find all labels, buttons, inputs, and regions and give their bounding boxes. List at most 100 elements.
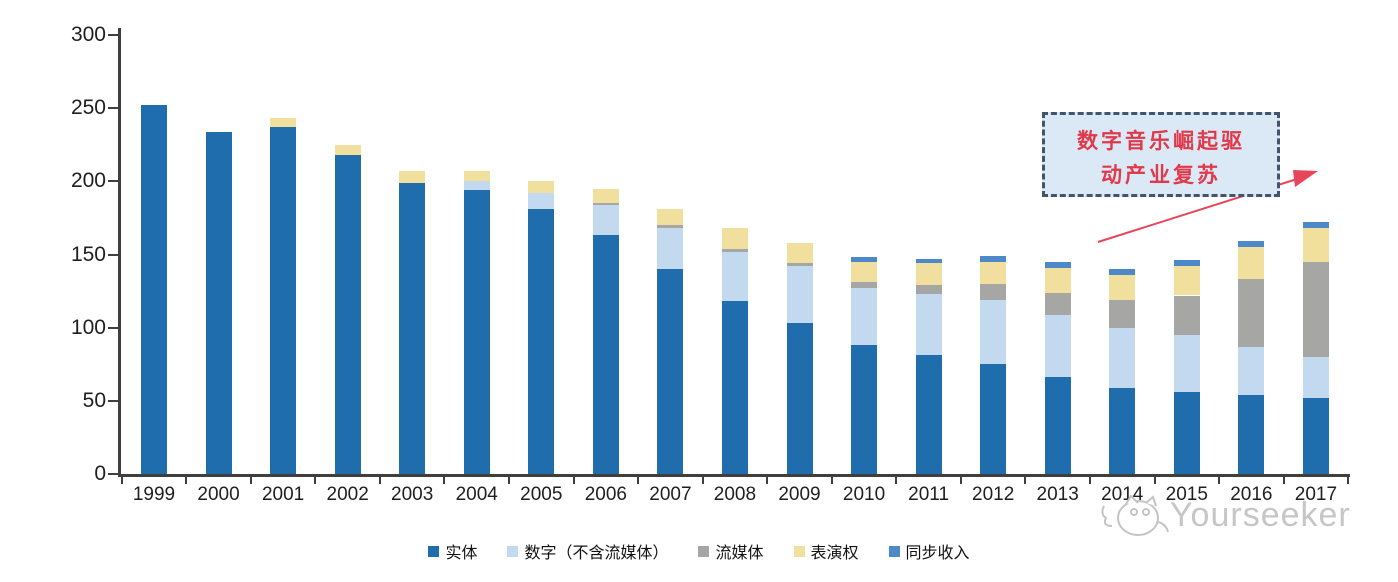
- chart-legend: 实体 数字（不含流媒体） 流媒体 表演权 同步收入: [0, 539, 1398, 563]
- bar-segment-2004-3: [463, 171, 490, 182]
- x-axis-tick: [1024, 477, 1027, 484]
- bar-segment-2013-4: [1044, 261, 1071, 268]
- x-axis-tick: [1088, 477, 1091, 484]
- x-axis-label: 2010: [842, 484, 886, 505]
- bar-segment-2012-2: [980, 283, 1007, 300]
- bar-segment-2006-3: [592, 188, 619, 204]
- bar-segment-2011-4: [915, 258, 942, 264]
- x-axis-label: 2002: [326, 484, 369, 505]
- bar-segment-2005-1: [528, 193, 555, 210]
- bar-segment-1999-0: [141, 105, 167, 474]
- bar-segment-2013-1: [1044, 314, 1071, 378]
- x-axis-tick: [766, 477, 769, 484]
- legend-item: 表演权: [793, 539, 859, 563]
- bar-segment-2015-1: [1173, 335, 1200, 393]
- annotation-line-1: 数字音乐崛起驱: [1077, 130, 1245, 153]
- x-axis-label: 2001: [261, 484, 305, 505]
- y-axis-label: 300: [70, 23, 106, 46]
- x-axis-tick: [508, 477, 511, 484]
- x-axis-label: 2003: [391, 484, 434, 505]
- bar-segment-2001-3: [270, 118, 297, 128]
- x-axis-tick: [120, 477, 123, 484]
- x-axis-label: 2013: [1036, 484, 1079, 505]
- bar-segment-2007-0: [657, 269, 684, 474]
- bar-segment-2011-1: [915, 294, 942, 356]
- bar-segment-2006-1: [592, 204, 619, 236]
- bar-segment-2015-0: [1173, 392, 1200, 474]
- x-axis-label: 2008: [713, 484, 757, 505]
- y-axis-tick: [108, 399, 118, 402]
- x-axis-tick: [185, 477, 188, 484]
- x-axis-label: 2017: [1294, 484, 1338, 505]
- y-axis-line: [118, 28, 121, 477]
- x-axis-label: 2016: [1230, 484, 1273, 505]
- bar-segment-2011-3: [915, 263, 942, 286]
- x-axis-tick: [1153, 477, 1156, 484]
- legend-swatch: [428, 545, 440, 557]
- legend-label: 表演权: [810, 545, 859, 562]
- bar-segment-2010-1: [851, 288, 878, 346]
- bar-segment-2013-0: [1044, 377, 1071, 474]
- x-axis-label: 2015: [1165, 484, 1208, 505]
- bar-segment-2010-0: [851, 345, 878, 474]
- bar-segment-2014-2: [1109, 299, 1136, 328]
- bar-segment-2011-0: [915, 355, 942, 474]
- x-axis-tick: [443, 477, 446, 484]
- x-axis-line: [118, 474, 1350, 477]
- y-axis-tick: [108, 107, 118, 110]
- bar-segment-2005-3: [528, 181, 555, 194]
- legend-item: 同步收入: [888, 539, 970, 563]
- y-axis-tick: [108, 34, 118, 36]
- bar-segment-2007-2: [657, 225, 684, 229]
- y-axis-label: 0: [94, 462, 106, 485]
- annotation-callout: 数字音乐崛起驱 动产业复苏: [1042, 112, 1280, 197]
- x-axis-tick: [1218, 477, 1221, 484]
- watermark-text: Yourseeker: [1170, 496, 1351, 534]
- bar-segment-2016-2: [1238, 279, 1265, 347]
- bar-segment-2000-0: [205, 131, 232, 474]
- bar-segment-2009-3: [786, 242, 813, 264]
- bar-segment-2008-2: [721, 248, 748, 252]
- bar-segment-2010-2: [851, 282, 878, 289]
- legend-label: 流媒体: [715, 545, 764, 562]
- legend-label: 数字（不含流媒体）: [524, 545, 669, 562]
- bar-segment-2007-1: [657, 228, 684, 270]
- bar-segment-2008-0: [721, 301, 748, 474]
- bar-segment-2004-1: [463, 181, 490, 191]
- y-axis-tick: [108, 253, 118, 256]
- x-axis-tick: [572, 477, 575, 484]
- legend-swatch: [888, 545, 900, 557]
- bar-segment-2014-3: [1109, 275, 1136, 300]
- yourseeker-cat-logo-icon: [1101, 494, 1169, 536]
- bar-segment-2017-3: [1302, 228, 1329, 262]
- bar-segment-2015-2: [1173, 295, 1200, 335]
- watermark: Yourseeker: [1098, 492, 1378, 544]
- bar-segment-2006-2: [592, 203, 619, 205]
- y-axis-label: 100: [70, 315, 106, 339]
- x-axis-tick: [895, 477, 898, 484]
- bar-segment-2009-0: [786, 323, 813, 474]
- bar-segment-2010-4: [851, 257, 878, 262]
- y-axis-label: 50: [82, 388, 106, 412]
- y-axis-label: 250: [70, 96, 106, 120]
- bar-segment-2014-0: [1109, 387, 1136, 474]
- bar-segment-2003-3: [399, 171, 426, 183]
- legend-swatch: [507, 545, 519, 557]
- bar-segment-2012-1: [980, 299, 1007, 365]
- bar-segment-2006-0: [592, 235, 619, 474]
- legend-swatch: [698, 545, 710, 557]
- bar-segment-2016-3: [1238, 247, 1265, 280]
- legend-label: 实体: [445, 545, 478, 562]
- x-axis-tick: [959, 477, 962, 484]
- bar-segment-2008-3: [721, 228, 748, 249]
- bar-segment-2012-3: [980, 261, 1007, 284]
- bar-segment-2010-3: [851, 261, 878, 283]
- x-axis-tick: [701, 477, 704, 484]
- x-axis-label: 2009: [778, 484, 821, 505]
- bar-segment-2015-3: [1173, 266, 1200, 296]
- y-axis-tick: [108, 473, 118, 475]
- bar-segment-2012-4: [980, 255, 1007, 262]
- legend-item: 流媒体: [698, 539, 764, 563]
- bar-segment-2004-0: [463, 190, 490, 474]
- bar-segment-2007-3: [657, 209, 684, 226]
